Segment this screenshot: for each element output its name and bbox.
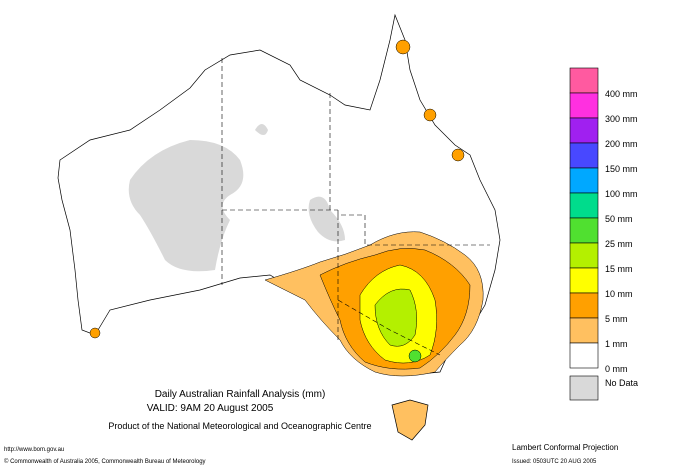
product-note: Product of the National Meteorological a… [108,421,371,431]
state-borders [221,58,490,356]
legend-swatch [569,267,599,294]
legend-swatch [569,217,599,244]
legend-label: No Data [605,378,638,388]
legend-label: 400 mm [605,89,638,99]
legend-label: 50 mm [605,214,633,224]
australia [57,13,501,441]
no-data-area [128,124,345,272]
tasmania [391,399,429,441]
rainfall [89,39,484,377]
legend-label: 1 mm [605,339,628,349]
legend-label: 15 mm [605,264,633,274]
legend-label: 0 mm [605,364,628,374]
legend-swatch [569,117,599,144]
issued: Issued: 0503UTC 20 AUG 2005 [512,459,597,465]
map-title: Daily Australian Rainfall Analysis (mm) [155,389,326,400]
legend-swatch [569,317,599,344]
valid-time: VALID: 9AM 20 August 2005 [147,403,274,414]
copyright: © Commonwealth of Australia 2005, Common… [4,458,206,465]
legend-label: 200 mm [605,139,638,149]
legend-swatch [569,67,599,94]
legend-label: 25 mm [605,239,633,249]
legend-label: 10 mm [605,289,633,299]
legend-label: 300 mm [605,114,638,124]
legend-swatch [569,342,599,369]
url: http://www.bom.gov.au [4,447,64,453]
legend-swatch [569,92,599,119]
legend-label: 100 mm [605,189,638,199]
legend-swatch [569,292,599,319]
legend-swatch [569,142,599,169]
legend-swatch [569,192,599,219]
projection: Lambert Conformal Projection [512,443,618,452]
legend-label: 150 mm [605,164,638,174]
legend-swatch [569,375,599,401]
legend-label: 5 mm [605,314,628,324]
legend-swatch [569,167,599,194]
legend: 400 mm 300 mm 200 mm 150 mm 100 mm 50 mm 25 mm… [569,67,638,401]
legend-swatch [569,242,599,269]
